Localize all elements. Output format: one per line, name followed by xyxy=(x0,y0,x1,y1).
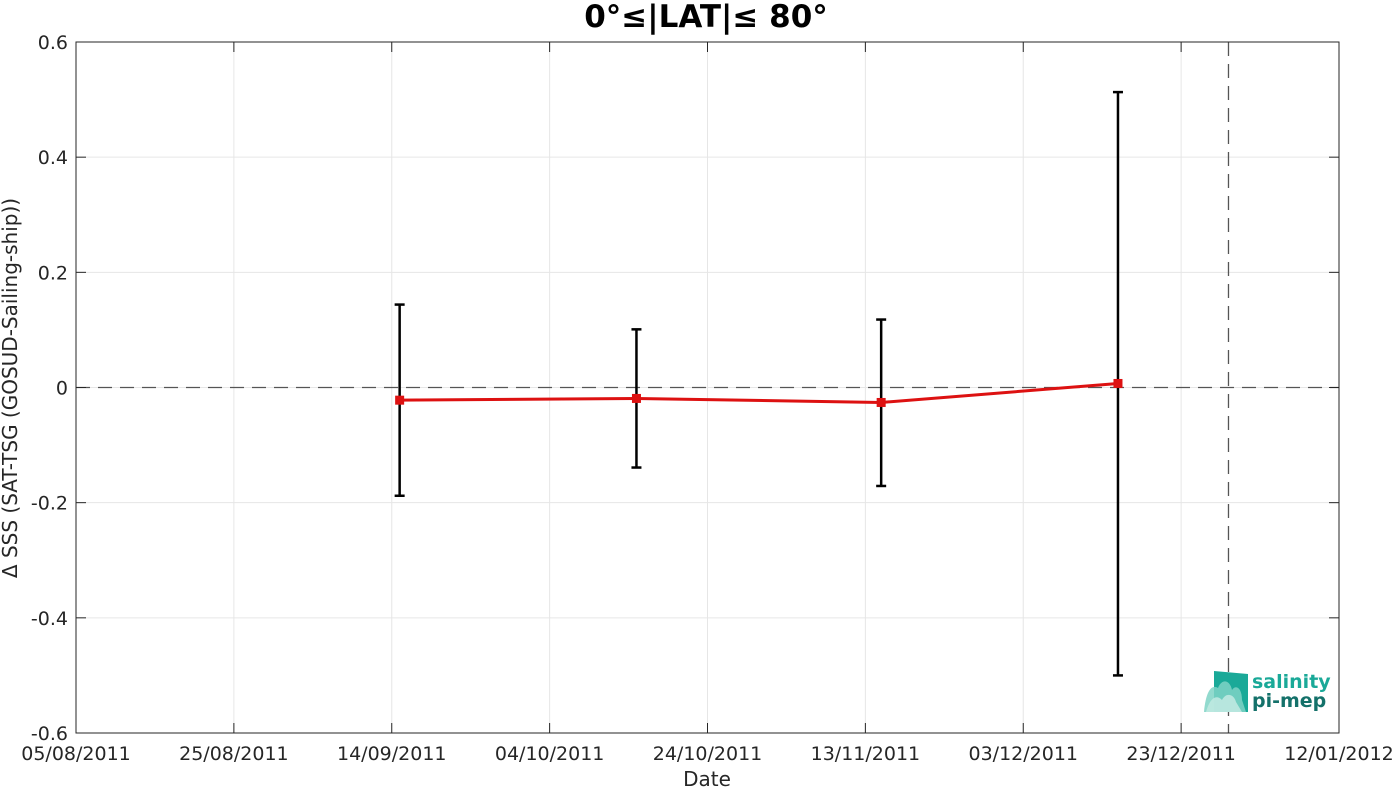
y-axis-label: Δ SSS (SAT-TSG (GOSUD-Sailing-ship)) xyxy=(0,198,22,578)
logo-line1: salinity xyxy=(1252,671,1331,693)
x-axis: 05/08/2011 25/08/2011 14/09/2011 04/10/2011… xyxy=(21,42,1394,765)
salinity-pi-mep-logo: salinity pi-mep xyxy=(1204,671,1331,712)
y-tick-label: 0 xyxy=(56,378,68,400)
x-tick-label: 05/08/2011 xyxy=(21,743,131,765)
y-tick-label: -0.2 xyxy=(31,493,68,515)
x-tick-label: 12/01/2012 xyxy=(1284,743,1394,765)
chart-title: 0°≤|LAT|≤ 80° xyxy=(584,0,828,35)
x-tick-label: 24/10/2011 xyxy=(653,743,763,765)
data-point xyxy=(395,395,405,405)
series-line xyxy=(399,381,1119,404)
data-point xyxy=(1113,378,1123,388)
x-tick-label: 04/10/2011 xyxy=(495,743,605,765)
y-tick-label: 0.6 xyxy=(38,32,68,54)
y-tick-label: 0.4 xyxy=(38,147,68,169)
reference-lines xyxy=(76,42,1339,733)
waves-icon xyxy=(1204,671,1248,712)
data-point xyxy=(631,393,641,403)
data-series xyxy=(395,378,1123,407)
y-tick-label: -0.6 xyxy=(31,723,68,745)
x-tick-label: 13/11/2011 xyxy=(811,743,921,765)
x-tick-label: 23/12/2011 xyxy=(1126,743,1236,765)
x-tick-label: 03/12/2011 xyxy=(968,743,1078,765)
data-point xyxy=(876,397,886,407)
y-tick-label: 0.2 xyxy=(38,262,68,284)
y-tick-label: -0.4 xyxy=(31,608,68,630)
x-tick-label: 25/08/2011 xyxy=(179,743,289,765)
logo-line2: pi-mep xyxy=(1252,690,1326,712)
x-axis-label: Date xyxy=(683,767,731,788)
y-axis: 0.6 0.4 0.2 0 -0.2 -0.4 -0.6 xyxy=(31,32,1339,745)
x-tick-label: 14/09/2011 xyxy=(337,743,447,765)
